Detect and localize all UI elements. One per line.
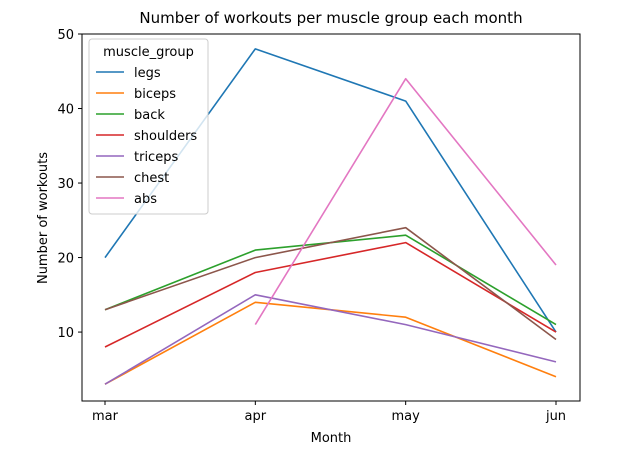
legend-label-biceps: biceps xyxy=(134,87,176,102)
x-axis-label: Month xyxy=(311,431,352,446)
plot-area: mar apr may jun 10 20 30 40 50 xyxy=(57,28,581,424)
axes-frame xyxy=(81,33,581,402)
series-line-chest xyxy=(104,226,557,341)
series-line-back xyxy=(104,234,557,326)
y-axis-label: Number of workouts xyxy=(36,152,51,284)
x-tick-label: mar xyxy=(92,409,119,424)
y-tick-label: 20 xyxy=(57,252,74,267)
chart-title: Number of workouts per muscle group each… xyxy=(139,9,522,27)
x-tick-label: jun xyxy=(545,409,566,424)
series-line-abs xyxy=(254,77,557,326)
y-tick-label: 50 xyxy=(57,28,74,43)
legend-label-triceps: triceps xyxy=(134,150,178,165)
legend-label-abs: abs xyxy=(134,192,157,207)
y-tick-label: 10 xyxy=(57,326,74,341)
y-tick-label: 30 xyxy=(57,177,74,192)
x-tick-label: apr xyxy=(245,409,267,424)
legend-box xyxy=(88,38,209,215)
legend-label-back: back xyxy=(134,108,165,123)
x-tick-label: may xyxy=(392,409,421,424)
legend-label-chest: chest xyxy=(134,171,169,186)
legend-title: muscle_group xyxy=(103,45,194,60)
legend-label-legs: legs xyxy=(134,66,161,81)
series-line-triceps xyxy=(104,294,557,385)
series-line-shoulders xyxy=(104,241,557,348)
y-tick-label: 40 xyxy=(57,103,74,118)
legend-label-shoulders: shoulders xyxy=(134,129,197,144)
